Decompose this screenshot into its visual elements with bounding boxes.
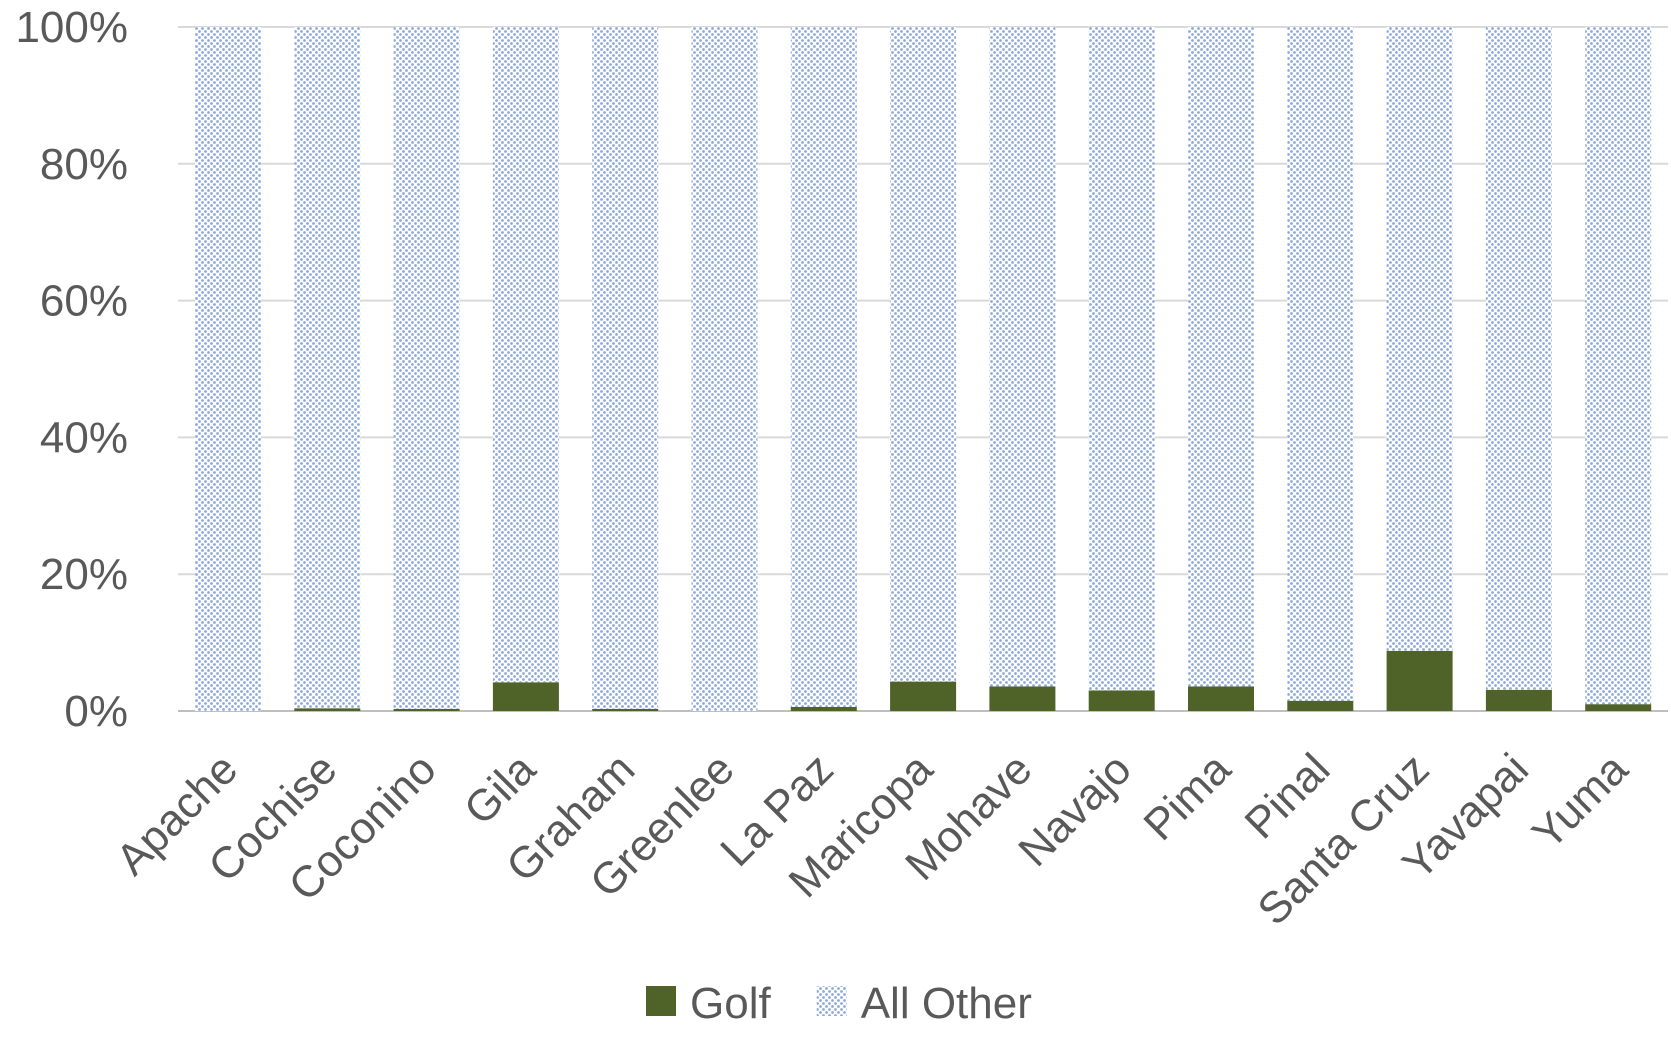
y-tick-label: 0% bbox=[64, 687, 128, 736]
x-category-label: Yuma bbox=[1523, 744, 1638, 859]
bar-all-other-maricopa bbox=[890, 27, 957, 682]
legend: Golf All Other bbox=[646, 979, 1032, 1028]
bar-golf-santa-cruz bbox=[1386, 650, 1453, 711]
bar-all-other-yuma bbox=[1585, 27, 1652, 705]
y-tick-label: 40% bbox=[40, 413, 128, 462]
bar-all-other-apache bbox=[195, 27, 261, 711]
bar-all-other-cochise bbox=[294, 27, 361, 709]
y-axis-tick-labels: 0% 20% 40% 60% 80% 100% bbox=[15, 3, 128, 736]
x-category-label: Pima bbox=[1135, 744, 1241, 850]
bar-golf-maricopa bbox=[890, 681, 957, 711]
bar-golf-navajo bbox=[1088, 690, 1155, 711]
bar-golf-yavapai bbox=[1485, 689, 1552, 711]
bar-golf-pinal bbox=[1287, 700, 1354, 711]
bar-series bbox=[195, 27, 1652, 711]
bar-golf-pima bbox=[1188, 686, 1254, 711]
bar-golf-la-paz bbox=[790, 706, 857, 711]
bar-golf-coconino bbox=[393, 708, 460, 711]
y-tick-label: 80% bbox=[40, 140, 128, 189]
x-category-label: Navajo bbox=[1009, 744, 1140, 875]
bar-all-other-gila bbox=[492, 27, 559, 683]
legend-swatch-all-other bbox=[816, 986, 847, 1016]
legend-label-all-other: All Other bbox=[861, 979, 1032, 1028]
bar-all-other-la-paz bbox=[790, 27, 857, 707]
bar-golf-graham bbox=[592, 708, 659, 711]
legend-swatch-golf bbox=[646, 986, 676, 1016]
legend-label-golf: Golf bbox=[690, 979, 771, 1028]
bar-all-other-yavapai bbox=[1485, 27, 1552, 690]
bar-golf-cochise bbox=[294, 708, 361, 711]
x-category-label: Gila bbox=[455, 744, 545, 834]
bar-all-other-coconino bbox=[393, 27, 460, 709]
y-tick-label: 20% bbox=[40, 550, 128, 599]
bar-all-other-pima bbox=[1188, 27, 1254, 687]
y-tick-label: 60% bbox=[40, 277, 128, 326]
y-tick-label: 100% bbox=[15, 3, 128, 52]
bar-all-other-graham bbox=[592, 27, 659, 709]
bar-all-other-navajo bbox=[1088, 27, 1155, 691]
bar-golf-gila bbox=[492, 682, 559, 711]
bar-all-other-greenlee bbox=[691, 27, 758, 711]
bar-all-other-mohave bbox=[989, 27, 1056, 687]
bar-all-other-santa-cruz bbox=[1386, 27, 1453, 651]
bar-all-other-pinal bbox=[1287, 27, 1354, 701]
bar-golf-yuma bbox=[1585, 704, 1652, 711]
bar-golf-mohave bbox=[989, 686, 1056, 711]
